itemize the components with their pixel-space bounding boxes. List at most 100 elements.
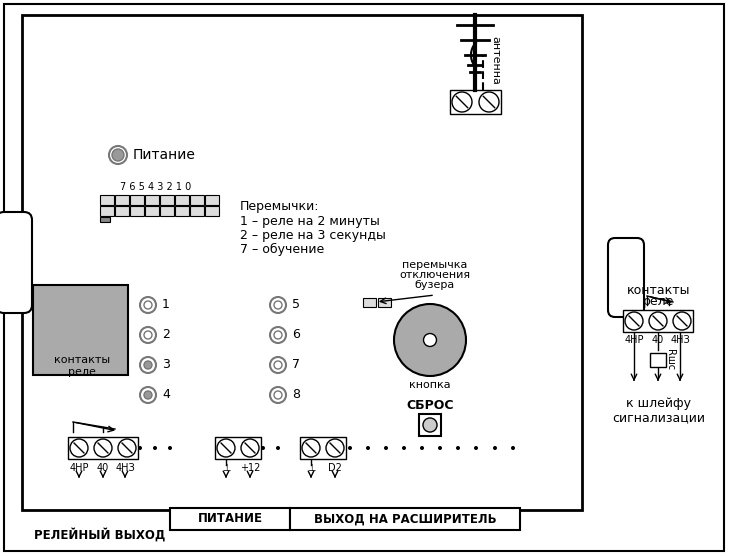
Text: 40: 40 (97, 463, 109, 473)
Bar (115, 195, 129, 205)
Circle shape (274, 361, 282, 369)
Circle shape (394, 304, 466, 376)
Circle shape (144, 391, 152, 399)
Circle shape (423, 418, 437, 432)
Circle shape (511, 446, 515, 450)
Circle shape (138, 446, 142, 450)
Text: 1 – реле на 2 минуты: 1 – реле на 2 минуты (240, 215, 380, 228)
Text: 6: 6 (292, 329, 300, 341)
Circle shape (140, 297, 156, 313)
Bar (33, 285, 128, 375)
Circle shape (474, 446, 478, 450)
Text: бузера: бузера (415, 280, 455, 290)
Circle shape (348, 446, 352, 450)
Text: ⊥: ⊥ (222, 463, 230, 473)
Bar (100, 217, 110, 222)
Text: Перемычки:: Перемычки: (240, 200, 319, 213)
Text: +12: +12 (240, 463, 260, 473)
Circle shape (140, 387, 156, 403)
Circle shape (270, 357, 286, 373)
Bar (205, 206, 219, 216)
Text: 4НЗ: 4НЗ (670, 335, 690, 345)
Text: антенна: антенна (490, 36, 500, 85)
Text: 4НР: 4НР (624, 335, 644, 345)
Circle shape (118, 439, 136, 457)
Circle shape (402, 446, 406, 450)
Bar (175, 206, 189, 216)
Circle shape (270, 327, 286, 343)
Circle shape (456, 446, 460, 450)
Bar (300, 437, 346, 459)
Text: сигнализации: сигнализации (612, 411, 706, 424)
FancyBboxPatch shape (0, 212, 32, 313)
Text: 1: 1 (162, 299, 170, 311)
Circle shape (217, 439, 235, 457)
Circle shape (302, 439, 320, 457)
Text: кнопка: кнопка (409, 380, 451, 390)
Bar (22, 15, 582, 510)
Text: к шлейфу: к шлейфу (626, 397, 692, 410)
Circle shape (144, 331, 152, 339)
Text: 4: 4 (162, 389, 170, 401)
Text: 7 6 5 4 3 2 1 0: 7 6 5 4 3 2 1 0 (120, 182, 192, 192)
Text: 2 – реле на 3 секунды: 2 – реле на 3 секунды (240, 229, 386, 242)
Text: ВЫХОД НА РАСШИРИТЕЛЬ: ВЫХОД НА РАСШИРИТЕЛЬ (313, 513, 496, 525)
Circle shape (276, 446, 280, 450)
Text: 4НЗ: 4НЗ (115, 463, 135, 473)
Bar (623, 310, 693, 332)
FancyBboxPatch shape (608, 238, 644, 317)
Circle shape (168, 446, 172, 450)
Circle shape (384, 446, 388, 450)
Bar (100, 195, 114, 205)
Circle shape (649, 312, 667, 330)
Circle shape (274, 391, 282, 399)
Text: D2: D2 (328, 463, 342, 473)
Circle shape (625, 312, 643, 330)
Text: 3: 3 (162, 359, 170, 371)
Bar (363, 298, 376, 307)
Bar (175, 195, 189, 205)
Circle shape (94, 439, 112, 457)
Bar (160, 206, 174, 216)
Text: контакты: контакты (627, 284, 691, 296)
Circle shape (112, 149, 124, 161)
Bar (290, 508, 520, 530)
Circle shape (109, 146, 127, 164)
Circle shape (452, 92, 472, 112)
Bar (145, 206, 159, 216)
Bar (160, 195, 174, 205)
Text: отключения: отключения (399, 270, 470, 280)
Bar (68, 437, 138, 459)
Circle shape (673, 312, 691, 330)
Circle shape (326, 439, 344, 457)
Text: РЕЛЕЙНЫЙ ВЫХОД: РЕЛЕЙНЫЙ ВЫХОД (34, 528, 165, 542)
Circle shape (270, 297, 286, 313)
Circle shape (420, 446, 424, 450)
Circle shape (493, 446, 497, 450)
Text: 4НР: 4НР (69, 463, 89, 473)
Bar (170, 508, 290, 530)
Text: Rшс: Rшс (665, 349, 675, 370)
Circle shape (424, 334, 437, 346)
Circle shape (144, 361, 152, 369)
Bar (205, 195, 219, 205)
Text: 40: 40 (652, 335, 664, 345)
Bar (378, 298, 391, 307)
Text: 2: 2 (162, 329, 170, 341)
Circle shape (241, 439, 259, 457)
Bar (190, 206, 204, 216)
Text: 7: 7 (292, 359, 300, 371)
Circle shape (261, 446, 265, 450)
Circle shape (366, 446, 370, 450)
Bar (450, 90, 501, 114)
Text: 5: 5 (292, 299, 300, 311)
Bar (190, 195, 204, 205)
Bar (130, 206, 144, 216)
Bar (419, 414, 441, 436)
Text: ⊥: ⊥ (307, 463, 315, 473)
Circle shape (274, 301, 282, 309)
Text: СБРОС: СБРОС (406, 399, 453, 412)
Text: 8: 8 (292, 389, 300, 401)
Text: реле: реле (68, 367, 96, 377)
Circle shape (153, 446, 157, 450)
